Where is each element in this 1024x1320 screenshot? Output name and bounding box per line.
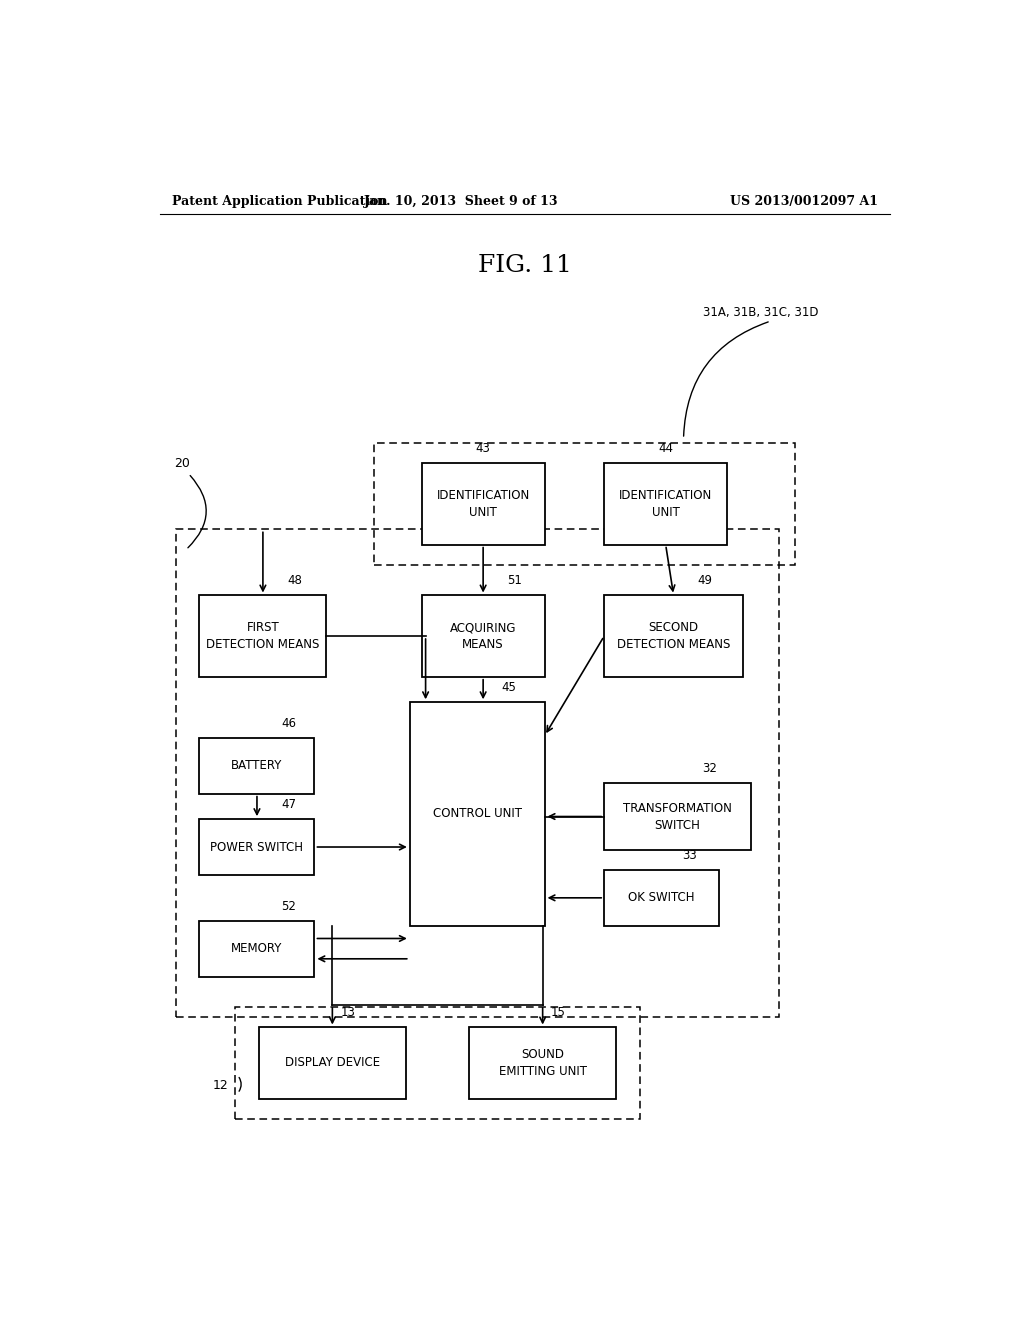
Bar: [200, 738, 314, 793]
Text: ACQUIRING
MEANS: ACQUIRING MEANS: [450, 622, 516, 651]
Text: 32: 32: [701, 763, 717, 775]
Bar: [422, 595, 545, 677]
Text: SOUND
EMITTING UNIT: SOUND EMITTING UNIT: [499, 1048, 587, 1078]
Bar: [604, 784, 751, 850]
Text: 44: 44: [658, 442, 673, 455]
Text: POWER SWITCH: POWER SWITCH: [211, 841, 303, 854]
Text: 47: 47: [282, 797, 296, 810]
Bar: [604, 870, 719, 925]
Bar: [410, 702, 545, 925]
Text: MEMORY: MEMORY: [231, 942, 283, 956]
Text: IDENTIFICATION
UNIT: IDENTIFICATION UNIT: [436, 488, 529, 519]
Text: OK SWITCH: OK SWITCH: [629, 891, 695, 904]
Text: SECOND
DETECTION MEANS: SECOND DETECTION MEANS: [616, 622, 730, 651]
Bar: [236, 1007, 640, 1119]
Bar: [422, 463, 545, 545]
Text: 48: 48: [287, 574, 302, 587]
Text: 31A, 31B, 31C, 31D: 31A, 31B, 31C, 31D: [702, 306, 818, 319]
Bar: [604, 463, 727, 545]
Text: 20: 20: [174, 457, 189, 470]
Bar: [176, 529, 779, 1018]
Bar: [200, 921, 314, 977]
Text: TRANSFORMATION
SWITCH: TRANSFORMATION SWITCH: [624, 801, 732, 832]
Text: IDENTIFICATION
UNIT: IDENTIFICATION UNIT: [620, 488, 713, 519]
Text: 13: 13: [341, 1006, 355, 1019]
Text: 12: 12: [213, 1078, 228, 1092]
Bar: [604, 595, 743, 677]
Text: 49: 49: [697, 574, 713, 587]
Text: Patent Application Publication: Patent Application Publication: [172, 194, 387, 207]
Text: 51: 51: [508, 574, 522, 587]
Text: 15: 15: [551, 1006, 566, 1019]
Text: 43: 43: [476, 442, 490, 455]
Bar: [259, 1027, 406, 1098]
Text: FIRST
DETECTION MEANS: FIRST DETECTION MEANS: [206, 622, 319, 651]
Text: 45: 45: [502, 681, 516, 694]
Text: 46: 46: [282, 717, 296, 730]
Text: 52: 52: [282, 899, 296, 912]
Text: DISPLAY DEVICE: DISPLAY DEVICE: [285, 1056, 380, 1069]
Text: BATTERY: BATTERY: [231, 759, 283, 772]
Text: US 2013/0012097 A1: US 2013/0012097 A1: [730, 194, 878, 207]
Bar: [469, 1027, 616, 1098]
Text: CONTROL UNIT: CONTROL UNIT: [433, 808, 521, 821]
Text: Jan. 10, 2013  Sheet 9 of 13: Jan. 10, 2013 Sheet 9 of 13: [365, 194, 558, 207]
Text: FIG. 11: FIG. 11: [478, 253, 571, 277]
Bar: [374, 444, 795, 565]
Text: 33: 33: [682, 849, 697, 862]
Bar: [200, 595, 327, 677]
Bar: [200, 818, 314, 875]
